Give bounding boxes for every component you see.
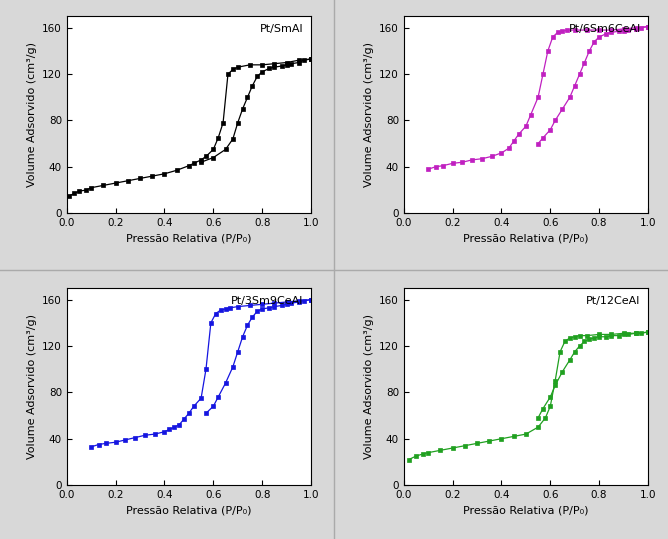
X-axis label: Pressão Relativa (P/P₀): Pressão Relativa (P/P₀) [126,506,252,515]
X-axis label: Pressão Relativa (P/P₀): Pressão Relativa (P/P₀) [126,233,252,244]
Y-axis label: Volume Adsorvido (cm³/g): Volume Adsorvido (cm³/g) [27,314,37,459]
Text: Pt/3Sm9CeAl: Pt/3Sm9CeAl [231,296,304,306]
Y-axis label: Volume Adsorvido (cm³/g): Volume Adsorvido (cm³/g) [363,314,373,459]
Y-axis label: Volume Adsorvido (cm³/g): Volume Adsorvido (cm³/g) [27,42,37,187]
Text: Pt/6Sm6CeAl: Pt/6Sm6CeAl [568,24,641,34]
Y-axis label: Volume Adsorvido (cm³/g): Volume Adsorvido (cm³/g) [363,42,373,187]
Text: Pt/12CeAl: Pt/12CeAl [587,296,641,306]
X-axis label: Pressão Relativa (P/P₀): Pressão Relativa (P/P₀) [463,506,589,515]
X-axis label: Pressão Relativa (P/P₀): Pressão Relativa (P/P₀) [463,233,589,244]
Text: Pt/SmAl: Pt/SmAl [260,24,304,34]
